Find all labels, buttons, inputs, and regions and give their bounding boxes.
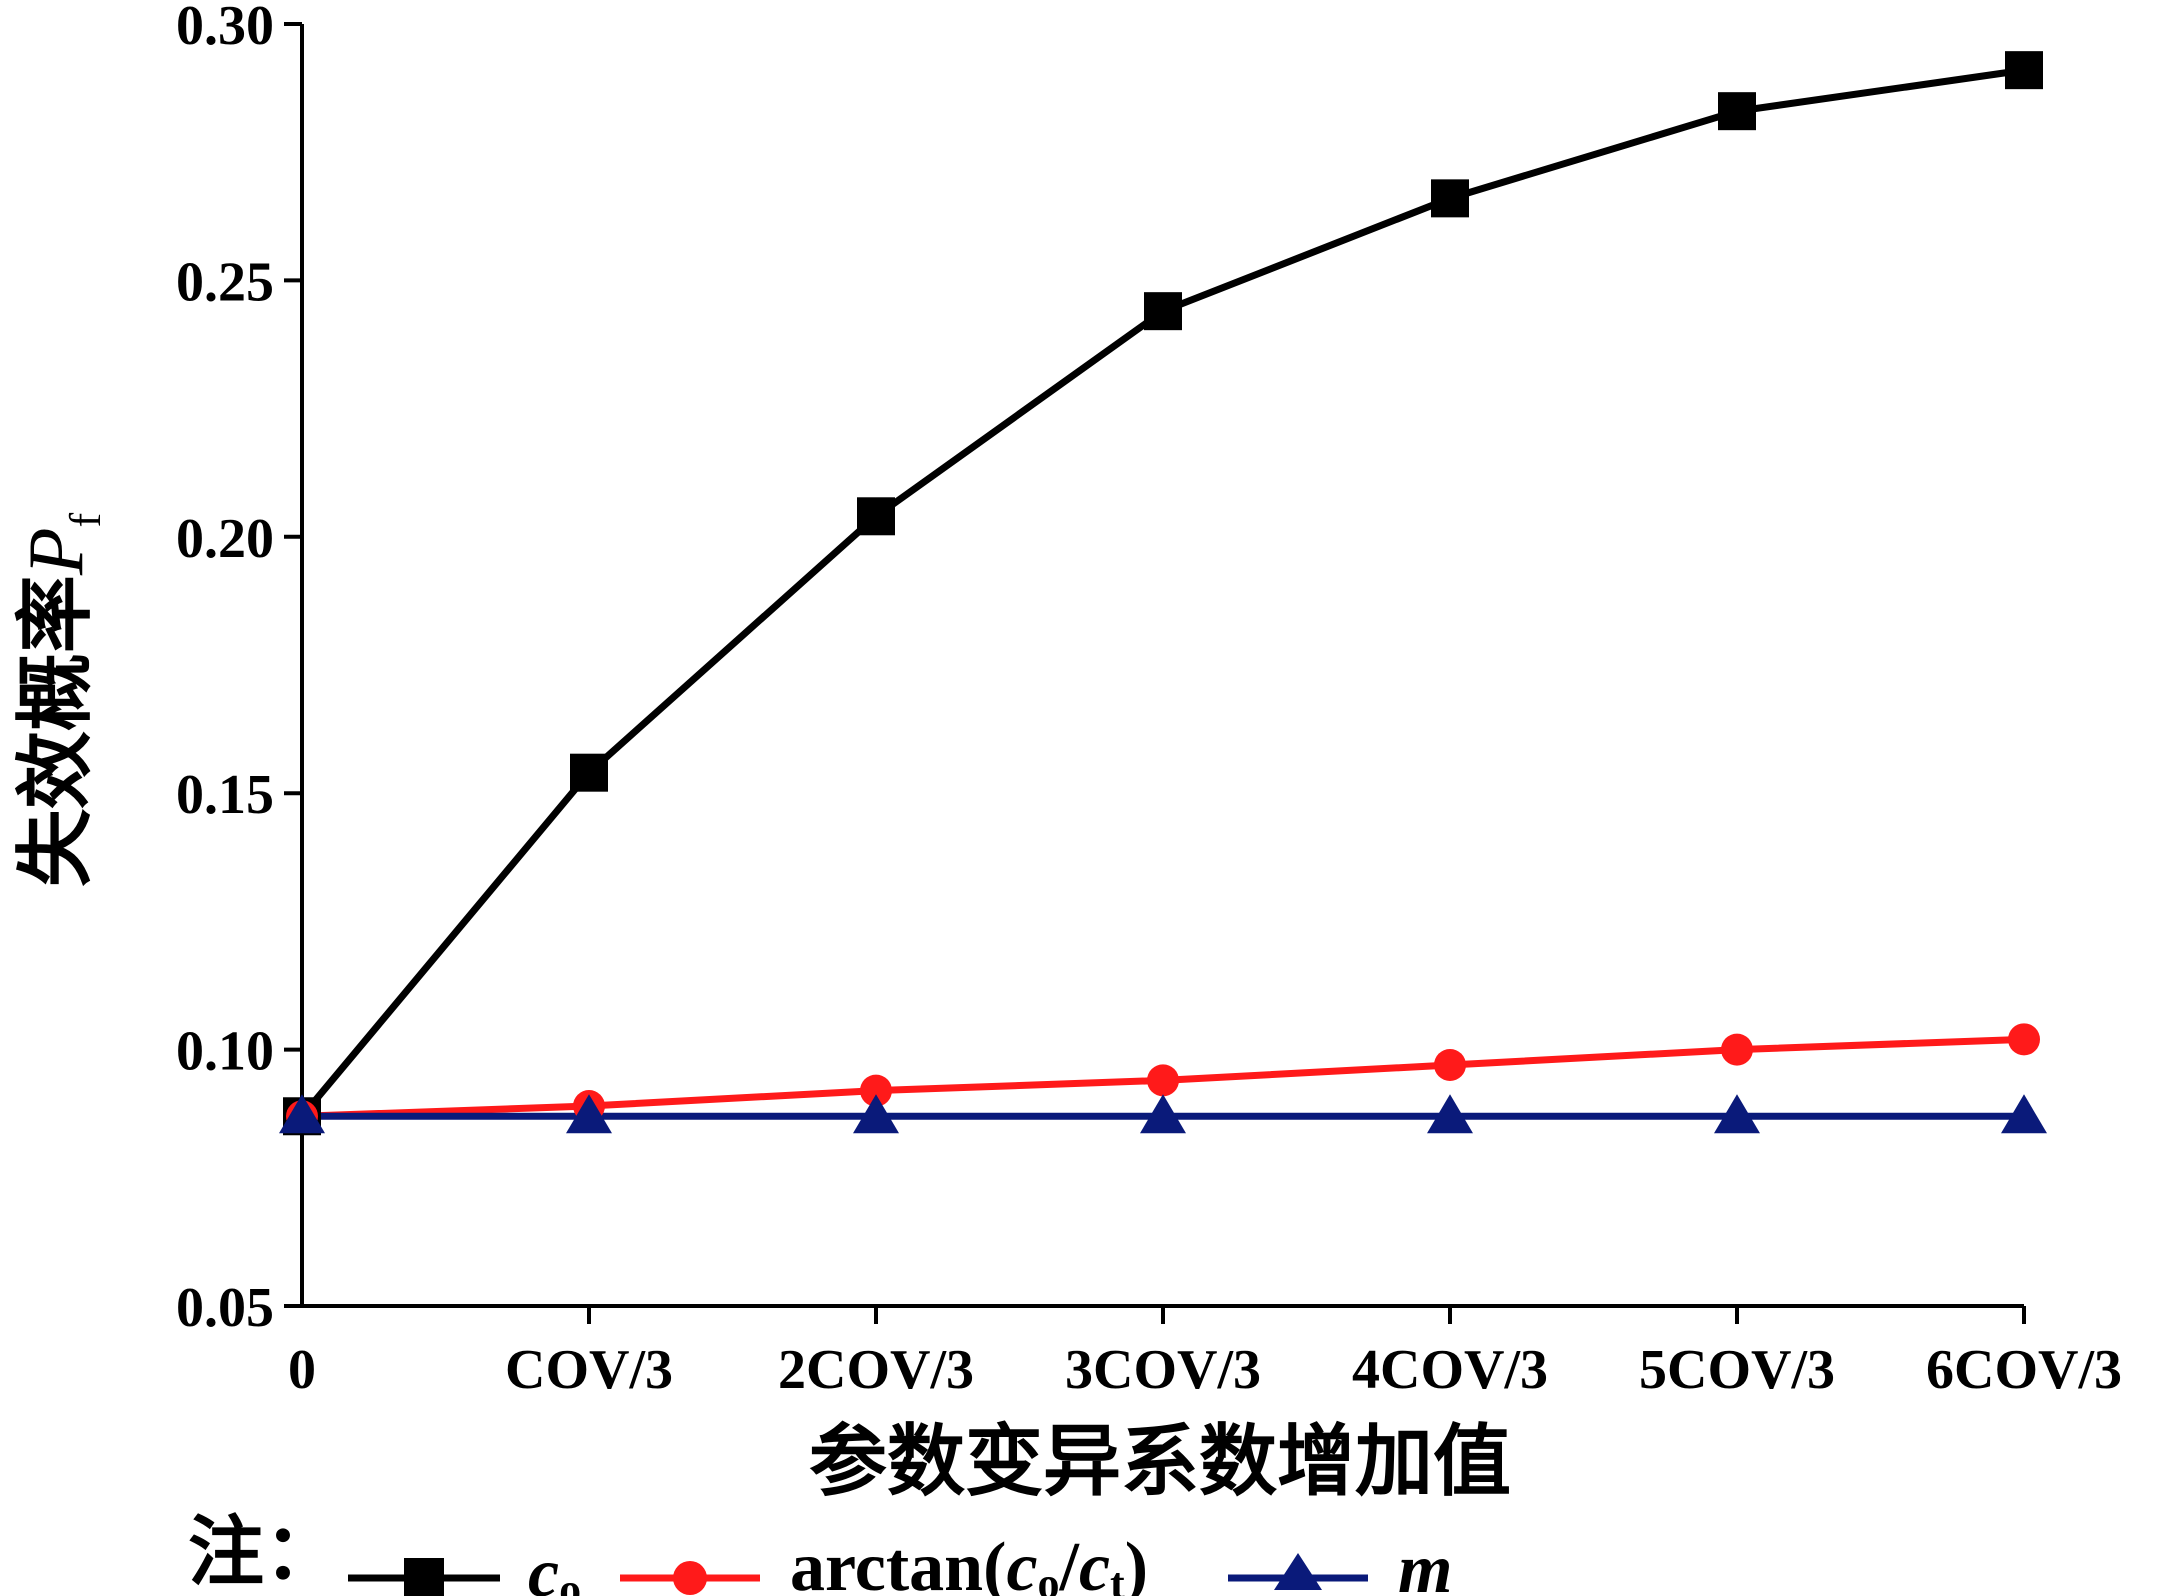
x-tick-label: 0 (288, 1339, 316, 1401)
x-tick-label: 6COV/3 (1926, 1339, 2122, 1401)
svg-text:失效概率Pf: 失效概率Pf (11, 512, 110, 887)
data-point-square (1431, 179, 1469, 218)
legend-label-c-o: co (528, 1535, 581, 1596)
x-tick-label: 3COV/3 (1065, 1339, 1261, 1401)
legend-note: 注： (188, 1507, 340, 1596)
data-point-square (1144, 292, 1182, 331)
y-tick-label: 0.10 (176, 1021, 274, 1083)
legend-marker-circle (673, 1561, 707, 1595)
data-point-circle (2008, 1023, 2040, 1056)
y-tick-label: 0.05 (176, 1277, 274, 1339)
y-tick-label: 0.20 (176, 508, 274, 570)
x-tick-label: COV/3 (505, 1339, 673, 1401)
y-tick-label: 0.30 (176, 0, 274, 57)
legend-marker-square (404, 1558, 444, 1596)
data-point-square (570, 753, 608, 792)
data-point-triangle (1427, 1094, 1473, 1134)
data-point-triangle (279, 1094, 325, 1134)
y-axis-title-symbol: P (12, 527, 99, 576)
y-axis-title-sub: f (61, 512, 110, 527)
legend-marker-triangle (1274, 1553, 1322, 1590)
x-tick-label: 2COV/3 (778, 1339, 974, 1401)
y-tick-label: 0.25 (176, 251, 274, 313)
legend-label-m: m (1398, 1531, 1452, 1596)
legend-label-arctan: arctan(co/ct) (790, 1529, 1148, 1596)
data-point-triangle (1714, 1094, 1760, 1134)
y-axis-title: 失效概率Pf (11, 512, 110, 887)
series-layer (279, 51, 2047, 1136)
data-point-circle (1147, 1064, 1179, 1097)
x-tick-label: 5COV/3 (1639, 1339, 1835, 1401)
y-axis-title-text: 失效概率 (11, 575, 101, 887)
data-point-square (2005, 51, 2043, 90)
data-point-triangle (853, 1094, 899, 1134)
x-tick-label: 4COV/3 (1352, 1339, 1548, 1401)
legend-label-c-sub: o (559, 1565, 581, 1596)
data-point-square (1718, 92, 1756, 131)
data-point-triangle (566, 1094, 612, 1134)
data-point-triangle (1140, 1094, 1186, 1134)
x-axis-title: 参数变异系数增加值 (809, 1417, 1511, 1507)
y-tick-label: 0.15 (176, 764, 274, 826)
series-line-square (299, 66, 2025, 1119)
data-point-square (857, 497, 895, 536)
axes: 0.05 0.10 0.15 0.20 0.25 0.30 0 COV/3 2COV/3 3COV… (176, 0, 2122, 1401)
legend: 注： co arctan(co/ct) m (188, 1507, 1452, 1596)
legend-label-c: c (528, 1535, 559, 1596)
data-point-triangle (2001, 1094, 2047, 1134)
data-point-circle (1434, 1048, 1466, 1081)
data-point-circle (1721, 1033, 1753, 1066)
data-point-circle (860, 1074, 892, 1107)
